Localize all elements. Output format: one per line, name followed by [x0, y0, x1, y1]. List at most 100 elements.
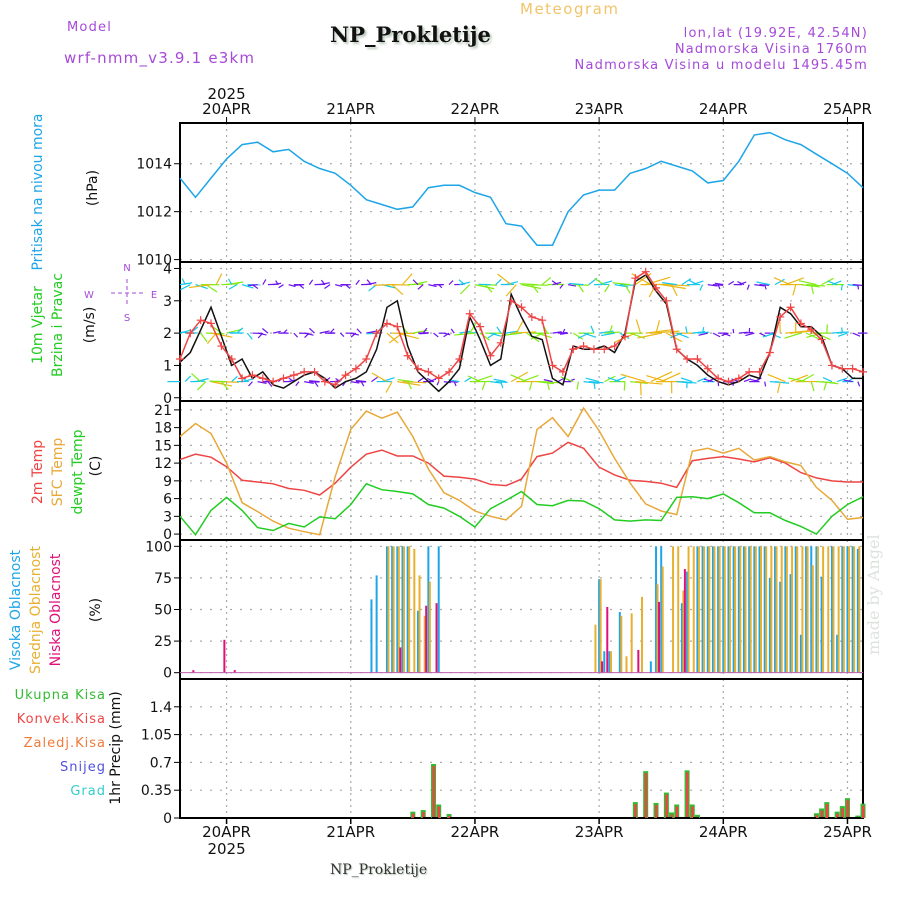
mid-cloud-bar — [682, 590, 685, 673]
panel-frame — [179, 122, 864, 263]
high-cloud-bar — [737, 546, 740, 673]
y-tick-label: 1014 — [136, 157, 172, 173]
wind-gust-marker — [455, 354, 464, 363]
wind-arrow — [608, 325, 613, 334]
high-cloud-bar — [706, 546, 709, 673]
wind-arrow — [422, 327, 428, 334]
conv-precip-bar — [862, 805, 865, 818]
wind-arrow — [560, 376, 574, 383]
wind-arrow — [790, 374, 809, 383]
wind-gust-marker — [414, 364, 423, 373]
wind-gust-marker — [279, 374, 288, 383]
wind-arrow — [697, 331, 710, 334]
wind-arrow — [604, 331, 620, 334]
y-tick-label: 18 — [154, 421, 172, 437]
low-cloud-bar — [606, 606, 609, 673]
wind-arrow — [857, 284, 860, 290]
wind-arrow — [197, 381, 207, 391]
mid-cloud-bar — [594, 624, 597, 673]
wind-gust-marker — [269, 377, 278, 386]
wind-arrow — [179, 282, 193, 286]
wind-arrow — [484, 284, 493, 293]
wind-arrow — [800, 284, 820, 288]
mid-cloud-bar — [822, 546, 825, 673]
low-cloud-bar — [683, 569, 686, 673]
wind-arrow — [776, 381, 781, 394]
wind-arrow — [215, 273, 223, 285]
wind-arrow — [669, 332, 683, 339]
wind-arrow — [355, 279, 360, 285]
wind-arrow — [792, 284, 797, 296]
y-tick-label: 0 — [163, 391, 172, 407]
wind-arrow — [666, 284, 690, 287]
low-cloud-bar — [192, 670, 195, 673]
high-cloud-bar — [437, 546, 440, 673]
mid-cloud-bar — [780, 546, 783, 673]
wind-gust-marker — [703, 364, 712, 373]
bottom-day-label: 22APR — [451, 823, 500, 841]
wind-gust-marker — [796, 319, 805, 328]
wind-arrow — [598, 280, 613, 286]
total-precip-bar — [855, 815, 861, 818]
compass-rose: N S E W — [84, 263, 157, 324]
conv-precip-bar — [665, 794, 668, 818]
mid-cloud-bar — [744, 546, 747, 673]
high-cloud-bar — [375, 575, 378, 673]
wind-gust-marker — [207, 319, 216, 328]
y-tick-label: 0 — [163, 811, 172, 827]
mid-cloud-bar — [827, 546, 830, 673]
bottom-day-label: 20APR — [202, 823, 251, 841]
wind-gust-marker — [838, 364, 847, 373]
wind-gust-marker — [403, 351, 412, 360]
wind-arrow — [551, 280, 559, 286]
mid-cloud-bar — [858, 546, 861, 673]
high-cloud-bar — [768, 577, 771, 673]
conv-precip-bar — [836, 813, 839, 818]
y-tick-label: 12 — [154, 456, 172, 472]
model-elevation-label: Nadmorska Visina u modelu 1495.45m — [574, 58, 868, 73]
wind-gust-marker — [776, 312, 785, 321]
wind-arrow — [590, 325, 595, 334]
wind-arrow — [262, 328, 269, 334]
wind-gust-marker — [258, 374, 267, 383]
total-precip-bar — [446, 814, 452, 818]
high-cloud-bar — [401, 546, 404, 673]
wind-arrow — [604, 284, 610, 293]
conv-precip-bar — [841, 808, 844, 818]
wind-arrow — [335, 284, 343, 288]
wind-arrow — [510, 374, 527, 383]
page-title: NP_Prokletije — [330, 22, 491, 47]
wind-arrow — [774, 278, 785, 286]
wind-arrow — [756, 281, 770, 286]
wind-arrow — [459, 330, 471, 334]
high-cloud-bar — [789, 574, 792, 673]
high-cloud-bar — [717, 546, 720, 673]
wind-arrow — [840, 284, 843, 291]
wind-arrow — [837, 332, 848, 337]
wind-arrow — [366, 279, 372, 286]
wind-gust-marker — [310, 367, 319, 376]
wind-gust-marker — [610, 342, 619, 351]
wind-arrow — [822, 377, 833, 383]
high-cloud-bar — [799, 634, 802, 673]
wind-arrow — [428, 284, 437, 288]
wind-arrow — [635, 319, 642, 334]
high-cloud-bar — [794, 546, 797, 673]
wind-gust-marker — [486, 351, 495, 360]
y-tick-label: 0 — [163, 527, 172, 543]
wind-arrow — [559, 332, 569, 335]
wind-arrow — [402, 273, 413, 286]
wind-arrow-band — [167, 371, 861, 396]
mid-cloud-bar — [728, 546, 731, 673]
wind-arrow — [588, 381, 604, 384]
y-tick-label: 25 — [154, 634, 172, 650]
wind-gust-marker — [589, 345, 598, 354]
y-tick-label: 0.7 — [150, 755, 172, 771]
mid-cloud-bar — [785, 546, 788, 673]
high-cloud-bar — [758, 546, 761, 673]
wind-arrow — [671, 284, 678, 297]
mid-cloud-bar — [677, 546, 680, 673]
wind-arrow — [293, 332, 299, 338]
wind-arrow — [681, 381, 697, 384]
wind-arrow — [692, 280, 704, 286]
